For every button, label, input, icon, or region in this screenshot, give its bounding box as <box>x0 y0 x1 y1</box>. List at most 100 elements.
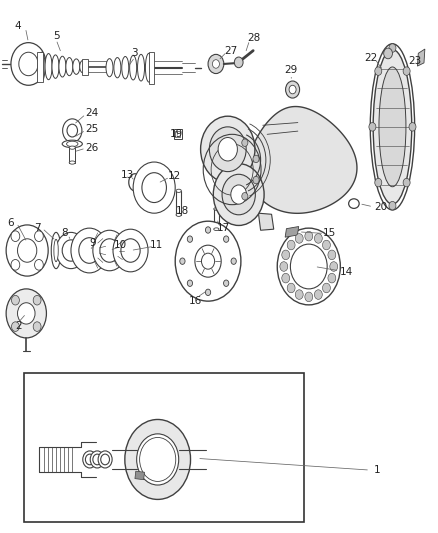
Circle shape <box>71 228 108 273</box>
Circle shape <box>83 451 97 468</box>
Ellipse shape <box>62 140 82 148</box>
Text: 11: 11 <box>150 240 163 250</box>
Ellipse shape <box>66 58 73 76</box>
Text: 5: 5 <box>53 31 60 41</box>
Circle shape <box>201 116 255 182</box>
Circle shape <box>79 238 100 263</box>
Circle shape <box>98 451 112 468</box>
Text: 27: 27 <box>225 46 238 55</box>
Bar <box>214 209 219 229</box>
Circle shape <box>187 236 193 243</box>
Circle shape <box>287 283 295 293</box>
Circle shape <box>409 123 416 131</box>
Circle shape <box>56 232 86 269</box>
Circle shape <box>213 164 264 225</box>
Text: 17: 17 <box>217 223 230 233</box>
Circle shape <box>375 67 382 75</box>
Polygon shape <box>248 107 357 213</box>
Ellipse shape <box>45 54 52 79</box>
Circle shape <box>222 174 255 215</box>
Circle shape <box>208 54 224 74</box>
Ellipse shape <box>349 199 359 208</box>
Ellipse shape <box>214 208 219 211</box>
Ellipse shape <box>145 53 152 82</box>
Text: 2: 2 <box>15 321 22 331</box>
Circle shape <box>18 239 37 262</box>
Circle shape <box>234 57 243 68</box>
Circle shape <box>187 280 193 286</box>
Ellipse shape <box>122 56 129 79</box>
Circle shape <box>11 231 20 241</box>
Circle shape <box>35 260 43 270</box>
Circle shape <box>205 289 211 295</box>
Circle shape <box>328 250 336 260</box>
Text: 28: 28 <box>247 34 261 43</box>
Circle shape <box>330 262 338 271</box>
Circle shape <box>11 295 19 305</box>
Text: 3: 3 <box>131 49 138 58</box>
Text: 12: 12 <box>168 171 181 181</box>
Ellipse shape <box>130 55 137 80</box>
Text: 20: 20 <box>374 202 388 212</box>
Text: 10: 10 <box>113 240 127 250</box>
Circle shape <box>242 139 248 147</box>
Circle shape <box>133 162 175 213</box>
Circle shape <box>63 119 82 142</box>
Ellipse shape <box>67 141 78 147</box>
Ellipse shape <box>52 55 59 78</box>
Text: 26: 26 <box>85 143 99 153</box>
Circle shape <box>403 179 410 187</box>
Circle shape <box>18 303 35 324</box>
Circle shape <box>253 176 259 184</box>
Circle shape <box>195 245 221 277</box>
Circle shape <box>93 230 126 271</box>
Circle shape <box>113 229 148 272</box>
Circle shape <box>100 239 119 262</box>
Text: 22: 22 <box>364 53 377 62</box>
Circle shape <box>305 292 313 302</box>
Ellipse shape <box>373 50 412 204</box>
Circle shape <box>242 192 248 200</box>
Text: 6: 6 <box>7 218 14 228</box>
Circle shape <box>369 123 376 131</box>
Circle shape <box>282 273 290 283</box>
Circle shape <box>295 233 303 243</box>
Text: 25: 25 <box>85 124 99 134</box>
Text: 8: 8 <box>61 229 68 238</box>
Circle shape <box>175 221 241 301</box>
Ellipse shape <box>69 161 75 164</box>
Circle shape <box>223 236 229 243</box>
Circle shape <box>33 295 41 305</box>
Text: 7: 7 <box>34 223 41 233</box>
Ellipse shape <box>138 54 145 81</box>
Circle shape <box>142 173 166 203</box>
Bar <box>175 131 180 137</box>
Circle shape <box>286 81 300 98</box>
Text: 16: 16 <box>189 296 202 306</box>
Text: 9: 9 <box>89 238 96 247</box>
Ellipse shape <box>73 59 80 74</box>
Polygon shape <box>135 471 145 480</box>
Circle shape <box>101 454 110 465</box>
Ellipse shape <box>80 60 87 73</box>
Circle shape <box>231 185 247 204</box>
Circle shape <box>322 283 330 293</box>
Circle shape <box>11 260 20 270</box>
Ellipse shape <box>38 52 45 81</box>
Bar <box>176 191 181 215</box>
Circle shape <box>85 454 94 465</box>
Ellipse shape <box>176 189 181 192</box>
Circle shape <box>375 179 382 187</box>
Bar <box>82 59 88 75</box>
Polygon shape <box>417 49 425 66</box>
Bar <box>174 129 182 139</box>
Circle shape <box>67 124 78 137</box>
Ellipse shape <box>106 59 113 77</box>
Circle shape <box>62 240 80 261</box>
Circle shape <box>290 244 327 289</box>
Circle shape <box>90 451 104 468</box>
Circle shape <box>6 289 46 338</box>
Text: 1: 1 <box>374 465 381 475</box>
Circle shape <box>295 290 303 300</box>
Circle shape <box>287 240 295 250</box>
